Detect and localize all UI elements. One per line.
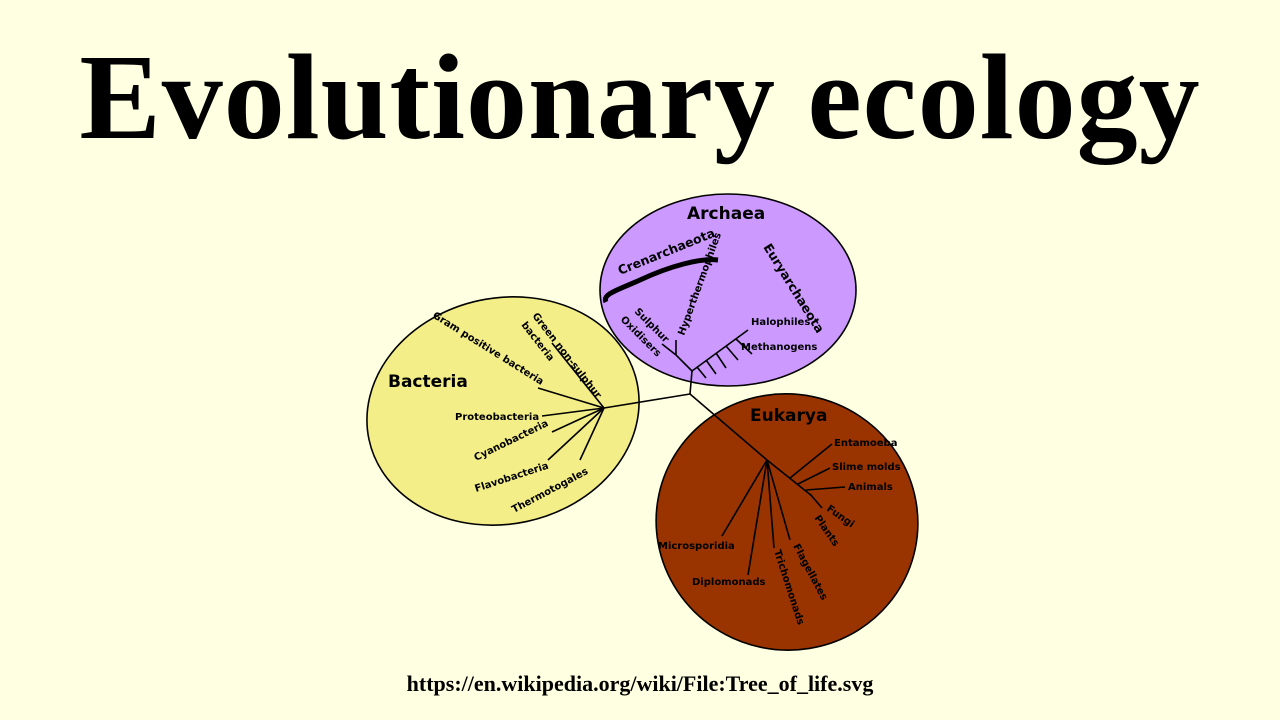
archaea-domain-ellipse — [599, 193, 857, 387]
animals-label: Animals — [848, 482, 893, 493]
entamoeba-label: Entamoeba — [834, 438, 897, 449]
slime-molds-label: Slime molds — [832, 462, 901, 473]
eukarya-label: Eukarya — [750, 406, 827, 426]
bacteria-branches — [537, 342, 605, 461]
halophiles-label: Halophiles — [751, 317, 810, 328]
diplomonads-label: Diplomonads — [692, 577, 766, 588]
proteobacteria-label: Proteobacteria — [455, 412, 539, 423]
methanogens-label: Methanogens — [741, 342, 817, 353]
archaea-label: Archaea — [687, 204, 765, 224]
trunk-branches — [603, 370, 768, 461]
bacteria-domain-ellipse — [366, 296, 640, 526]
microsporidia-label: Microsporidia — [658, 541, 735, 552]
bacteria-label: Bacteria — [388, 372, 468, 392]
source-url: https://en.wikipedia.org/wiki/File:Tree_… — [406, 671, 874, 696]
crenarchaeota-brace — [602, 257, 719, 304]
archaea-branches — [602, 257, 753, 379]
page-title: Evolutionary ecology — [79, 30, 1201, 165]
eukarya-branches — [721, 443, 846, 576]
eukarya-domain-ellipse — [655, 393, 919, 651]
